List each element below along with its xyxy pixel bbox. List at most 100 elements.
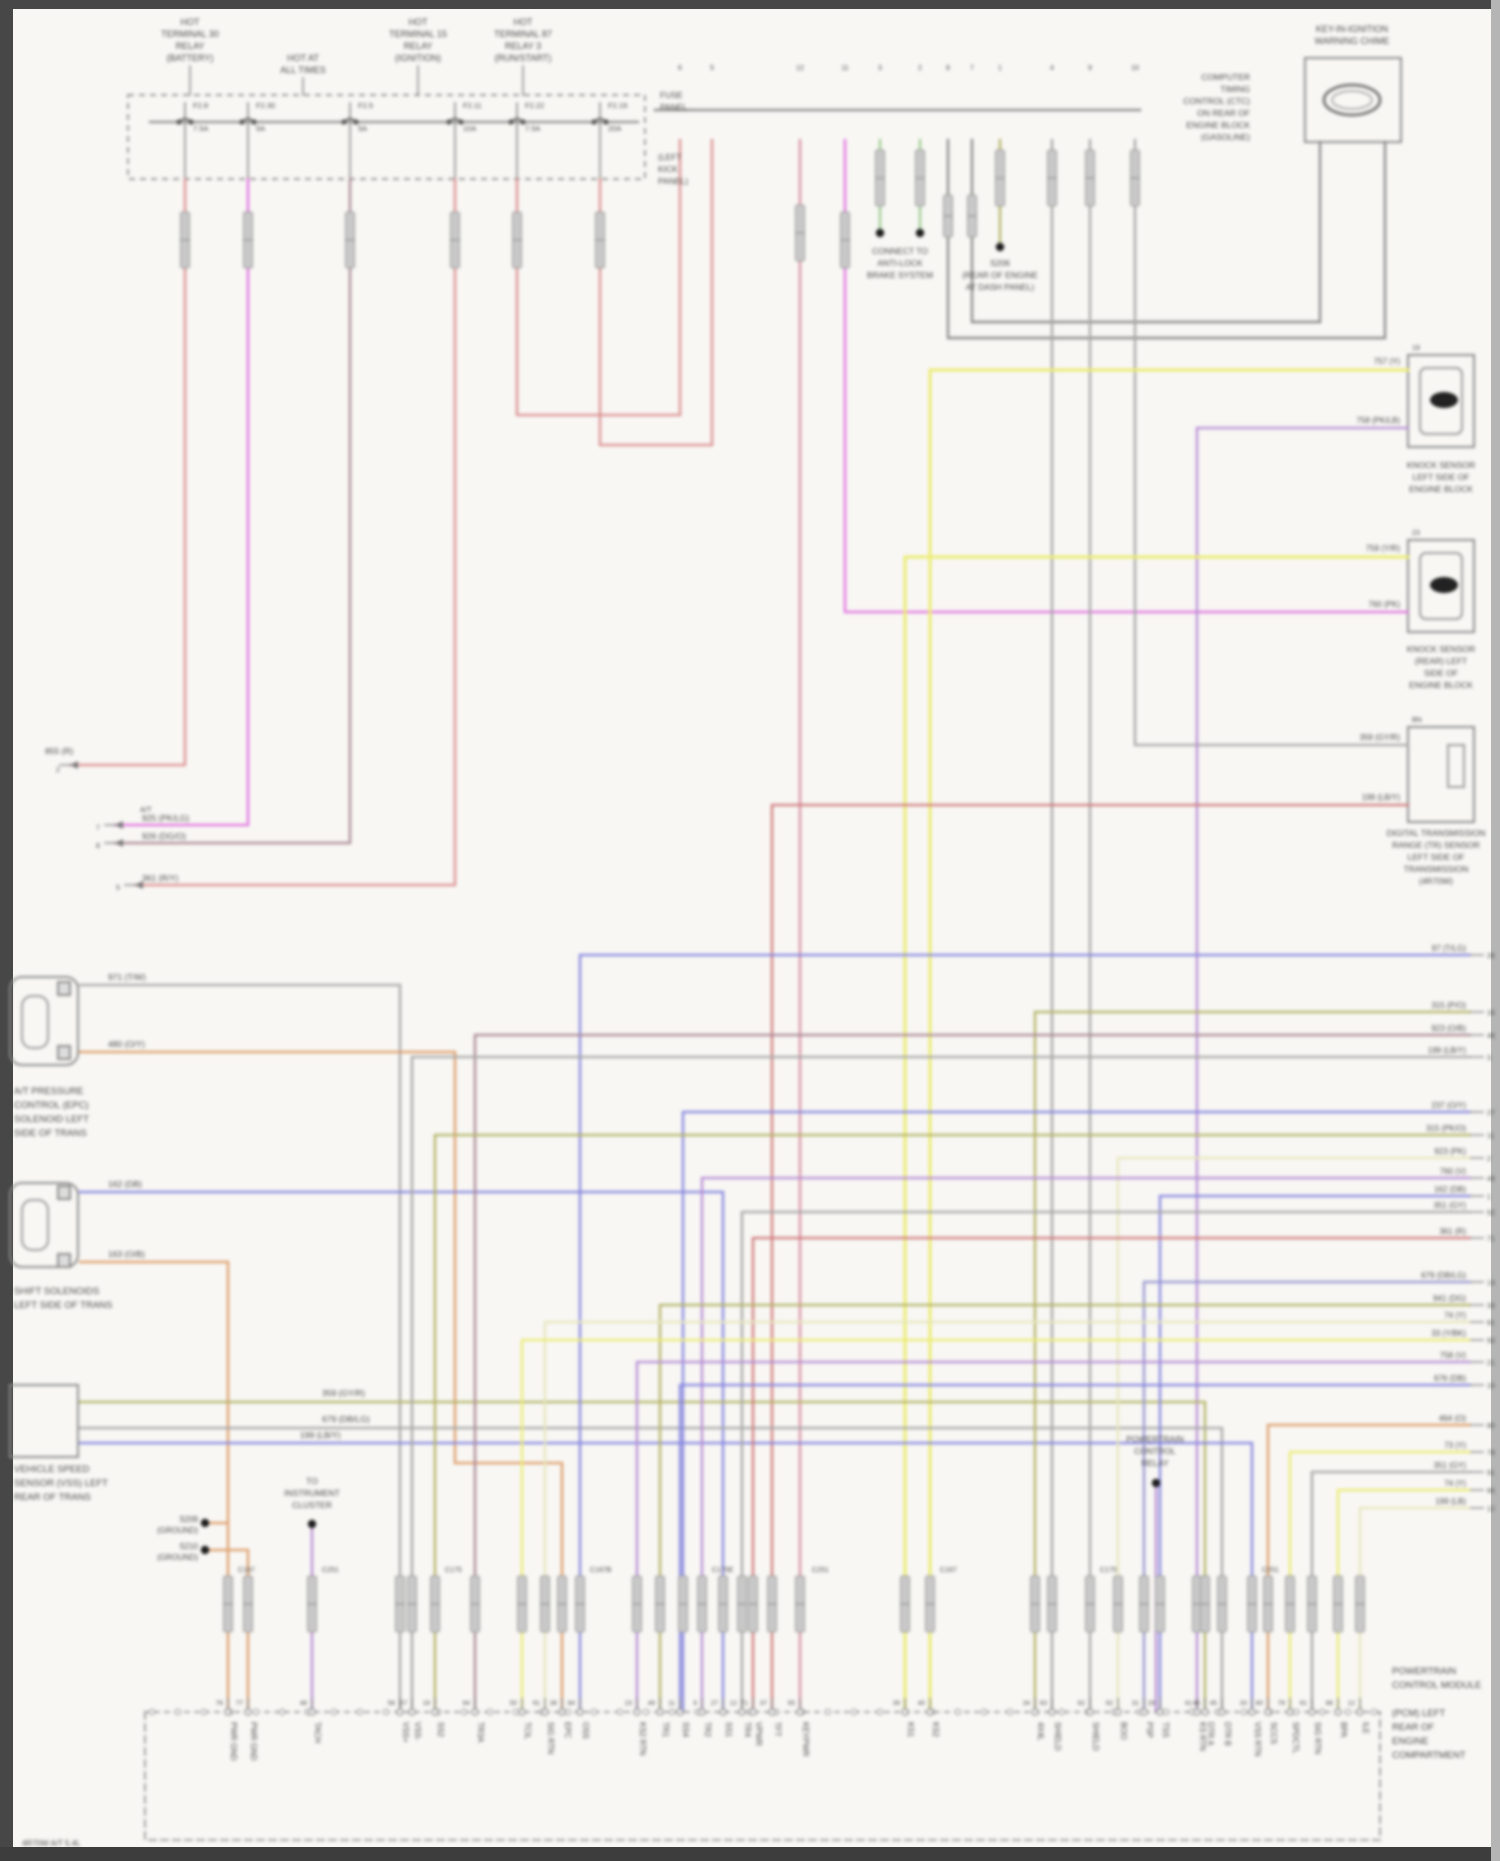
diagram-label: 2: [56, 767, 60, 774]
diagram-label: HOT AT: [287, 53, 319, 63]
diagram-label: S210: [179, 1542, 198, 1551]
pcm-signal-label: VSS-: [413, 1722, 422, 1741]
pcm-pin-number: 91: [1300, 1700, 1308, 1707]
pcm-signal-label: SHIELD: [1091, 1722, 1100, 1751]
wire: [678, 1383, 1472, 1714]
wire-id-label: 923 (O/B): [1431, 1024, 1466, 1033]
diagram-label: TIMING: [1220, 84, 1250, 94]
diagram-label: 759 (Y/R): [1366, 544, 1401, 553]
component-box: [57, 981, 71, 996]
diagram-label: (GASOLINE): [1201, 132, 1250, 142]
pcm-connector-layer: 76 77 48 58 57 19 64 50 91 38 84 23 49 11 9 27 12 71 37 55 3…: [148, 1698, 1378, 1761]
diagram-label: 7: [970, 65, 974, 72]
pcm-edge-bump: [954, 1708, 962, 1716]
wire: [515, 138, 682, 417]
edge-pin-number: 50: [1487, 1338, 1495, 1345]
pcm-pin: [1248, 1708, 1256, 1716]
wire: [1358, 1506, 1472, 1714]
diagram-label: AT DASH PANEL): [966, 282, 1035, 292]
diagram-label: 359 (GY/R): [1360, 733, 1401, 742]
diagram-label: C251: [322, 1567, 339, 1574]
pcm-edge-bump: [330, 1708, 338, 1716]
pcm-pin: [768, 1708, 776, 1716]
wire: [520, 1338, 1472, 1714]
pcm-signal-label: SS4: [681, 1722, 690, 1738]
wire-id-label: 73 (Y): [1444, 1441, 1466, 1450]
diagram-label: INSTRUMENT: [284, 1488, 340, 1498]
edge-pin-number: 81: [1487, 1320, 1495, 1327]
pcm-pin: [796, 1708, 804, 1716]
diagram-label: KNOCK SENSOR: [1407, 644, 1476, 654]
pcm-edge-bump: [1058, 1708, 1066, 1716]
component-box: [21, 995, 49, 1049]
diagram-label: PANEL: [660, 102, 688, 112]
pcm-pin-number: 64: [463, 1700, 471, 1707]
fuse-element: [241, 117, 255, 123]
edge-pin-number: 91: [1487, 1470, 1495, 1477]
pcm-edge-bump: [616, 1708, 624, 1716]
diagram-label: 10A: [463, 124, 476, 133]
pcm-edge-bump: [1240, 1708, 1248, 1716]
diagram-label: 199 (LB/Y): [1362, 793, 1401, 802]
pcm-signal-label: PWR GND: [229, 1722, 238, 1761]
wire: [740, 1210, 1472, 1714]
diagram-label: PANEL): [658, 176, 688, 186]
edge-pin-number: 27: [1487, 1110, 1495, 1117]
diagram-label: SIDE OF: [1424, 668, 1458, 678]
diagram-label: CONNECT TO: [872, 246, 928, 256]
diagram-label: 23: [1412, 530, 1420, 537]
wire: [78, 983, 402, 1714]
pcm-signal-label: VPWR: [754, 1722, 763, 1746]
pcm-pin: [1193, 1708, 1201, 1716]
pcm-pin: [738, 1708, 746, 1716]
pcm-pin-number: 71: [741, 1700, 749, 1707]
diagram-label: 7: [96, 825, 100, 832]
diagram-label: 757 (Y): [1374, 357, 1401, 366]
diagram-label: (LEFT: [658, 152, 682, 162]
fuse-element: [510, 117, 524, 123]
diagram-label: TO: [306, 1476, 318, 1486]
pcm-pin: [308, 1708, 316, 1716]
pcm-pin: [431, 1708, 439, 1716]
edge-pin-number: 71: [1487, 1236, 1495, 1243]
diagram-label: 5A: [358, 124, 367, 133]
diagram-label: 971 (T/W): [108, 972, 146, 982]
pcm-pin: [656, 1708, 664, 1716]
edge-pin-number: 12: [1487, 1506, 1495, 1513]
right-edge-rows-layer: 97 (T/LG) 26 315 (P/O) 16 923 (O/B) 46 199 (LB…: [70, 761, 1495, 1513]
pcm-pin: [698, 1708, 706, 1716]
diagram-label: 4R70W A/T 5.4L: [22, 1839, 81, 1848]
diagram-label: 163 (O/B): [108, 1249, 145, 1259]
wire: [1336, 1488, 1472, 1714]
pcm-edge-bump: [1292, 1708, 1300, 1716]
diagram-label: (BATTERY): [167, 53, 214, 63]
diagram-label: C251: [812, 1567, 829, 1574]
wire: [578, 953, 1472, 1714]
diagram-label: 19: [1412, 345, 1420, 352]
pcm-pin: [1140, 1708, 1148, 1716]
diagram-label: 3: [878, 65, 882, 72]
pcm-pin: [1264, 1708, 1272, 1716]
diagram-label: DIGITAL TRANSMISSION: [1386, 828, 1485, 838]
pcm-pin-number: 80: [1256, 1700, 1264, 1707]
wire: [770, 803, 1410, 1714]
pcm-pin: [244, 1708, 252, 1716]
component-box: [1407, 726, 1475, 823]
diagram-label: KNOCK SENSOR: [1407, 460, 1476, 470]
splice-dot: [915, 228, 925, 238]
pcm-edge-bump: [512, 1708, 520, 1716]
pcm-signal-label: EPC: [563, 1722, 572, 1739]
diagram-label: C175E: [712, 1567, 734, 1574]
wire-id-label: 162 (DB): [1434, 1185, 1466, 1194]
diagram-label: 925 (PK/LG): [142, 813, 189, 823]
diagram-label: TERMINAL 15: [389, 29, 447, 39]
pcm-pin: [558, 1708, 566, 1716]
diagram-label: F2.8: [193, 101, 208, 110]
diagram-label: SOLENOID LEFT: [14, 1114, 89, 1125]
diagram-label: C175: [1100, 1567, 1117, 1574]
wire: [1133, 138, 1410, 747]
diagram-label: 10: [1131, 65, 1139, 72]
